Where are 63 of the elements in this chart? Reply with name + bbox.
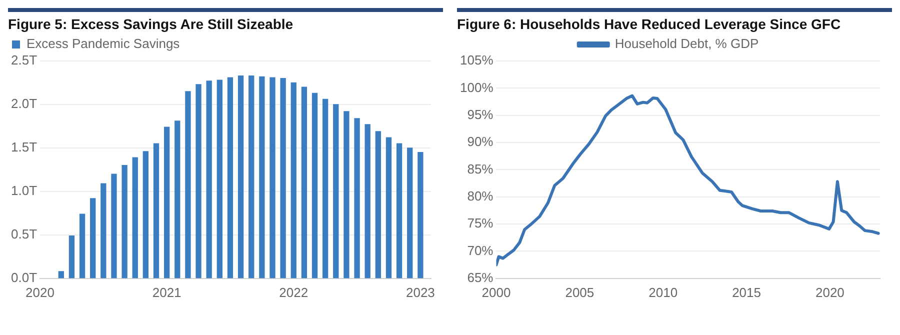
bar <box>227 77 234 278</box>
bar <box>259 76 265 278</box>
bar <box>280 78 286 278</box>
bar <box>111 174 117 278</box>
y-tick-label: 2.0T <box>10 96 38 112</box>
bar <box>375 131 381 278</box>
x-tick-label: 2022 <box>279 284 308 300</box>
bar <box>196 84 202 278</box>
y-tick-label: 85% <box>467 161 494 176</box>
bar <box>364 124 370 278</box>
legend-label: Excess Pandemic Savings <box>26 36 180 52</box>
x-tick-label: 2023 <box>406 284 435 300</box>
bar <box>312 92 318 278</box>
bar <box>301 86 308 278</box>
bar <box>122 165 128 278</box>
y-tick-label: 80% <box>467 188 494 204</box>
legend-label: Household Debt, % GDP <box>614 36 759 52</box>
bar <box>185 91 191 278</box>
bar <box>58 271 64 278</box>
x-tick-label: 2010 <box>648 284 678 300</box>
bar <box>396 143 402 278</box>
bar <box>418 152 424 278</box>
bar <box>142 151 149 278</box>
y-tick-label: 75% <box>467 216 494 231</box>
bar <box>174 120 180 278</box>
bar <box>407 148 413 278</box>
bar <box>100 183 106 278</box>
bar <box>270 77 276 278</box>
x-tick-label: 2021 <box>152 284 182 300</box>
bar <box>386 137 392 278</box>
bar <box>164 126 170 278</box>
bar <box>206 80 212 278</box>
bar <box>216 80 222 278</box>
y-tick-label: 0.5T <box>10 226 38 242</box>
x-tick-label: 2020 <box>26 284 54 300</box>
y-tick-label: 100% <box>460 80 494 95</box>
y-tick-label: 95% <box>467 106 494 122</box>
x-tick-label: 2020 <box>815 284 844 300</box>
bar <box>344 111 350 278</box>
y-tick-label: 90% <box>467 134 494 150</box>
bar <box>248 75 254 278</box>
bar <box>90 198 96 278</box>
y-tick-label: 0.0T <box>10 270 38 285</box>
y-tick-label: 2.5T <box>10 52 38 68</box>
bar <box>238 75 244 278</box>
y-tick-label: 1.0T <box>10 183 38 198</box>
x-tick-label: 2015 <box>732 284 761 300</box>
y-tick-label: 70% <box>467 242 494 258</box>
x-tick-label: 2005 <box>565 284 594 300</box>
bar <box>333 104 339 278</box>
y-tick-label: 105% <box>460 52 494 68</box>
bar <box>79 214 86 278</box>
y-tick-label: 65% <box>467 270 494 285</box>
bar <box>354 118 360 278</box>
bar <box>153 143 160 278</box>
chart-title: Figure 5: Excess Savings Are Still Sizeable <box>8 16 294 32</box>
y-tick-label: 1.5T <box>10 140 38 155</box>
bar <box>290 82 296 278</box>
bar <box>68 235 75 278</box>
chart-title: Figure 6: Households Have Reduced Leverage Since GFC <box>457 16 842 32</box>
x-tick-label: 2000 <box>482 284 511 300</box>
bar <box>322 98 328 278</box>
bar <box>132 157 138 278</box>
